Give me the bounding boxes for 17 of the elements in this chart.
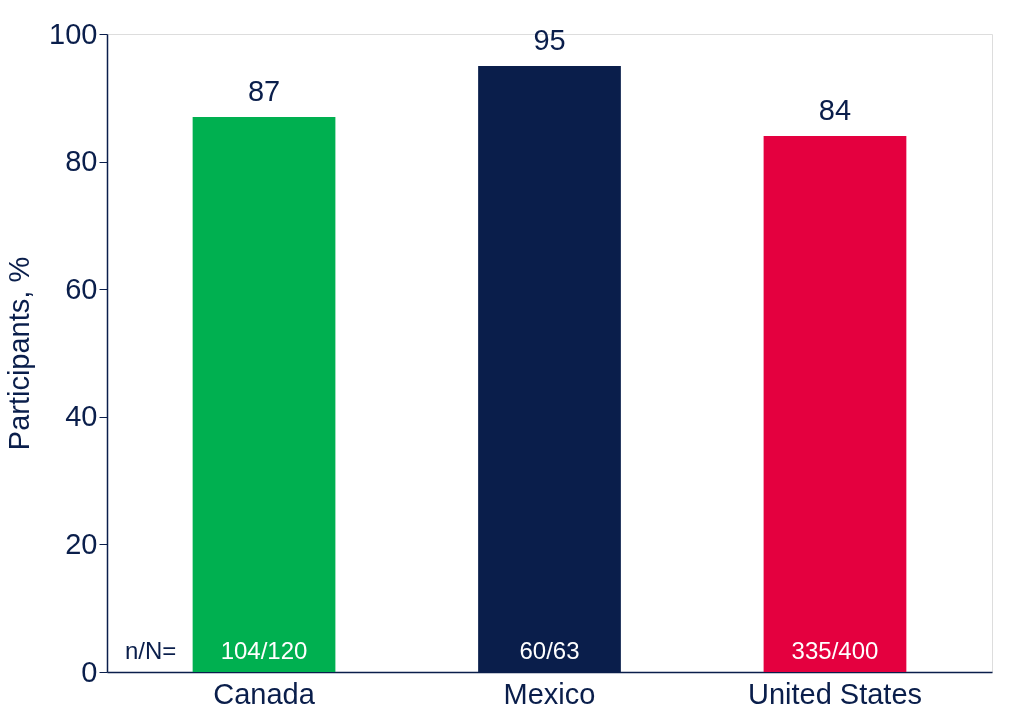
data-label: 84: [818, 94, 852, 127]
y-tick-label: 0: [81, 655, 98, 688]
data-label: 95: [533, 23, 566, 56]
annotation: 60/63: [519, 637, 580, 664]
x-tick-label: Canada: [213, 677, 316, 710]
y-axis-title: Participants, %: [3, 256, 36, 451]
annotation: 104/120: [220, 637, 308, 664]
y-tick-label: 40: [65, 400, 98, 433]
x-tick-label: United States: [747, 677, 923, 710]
annotation: n/N=: [125, 637, 177, 664]
y-tick-label: 100: [49, 17, 98, 50]
y-tick-label: 20: [65, 527, 98, 560]
annotation: 335/400: [791, 637, 879, 664]
y-tick-label: 80: [65, 145, 98, 178]
data-label: 87: [247, 74, 281, 107]
x-tick-label: Mexico: [503, 677, 596, 710]
y-tick-label: 60: [65, 272, 98, 305]
